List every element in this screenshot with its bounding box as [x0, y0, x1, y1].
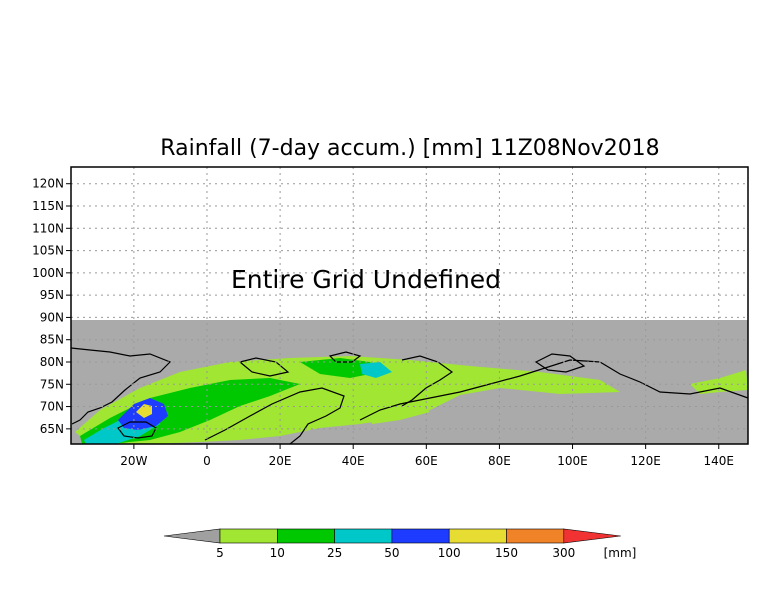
legend-swatch-below-min — [163, 528, 221, 544]
coastlines — [70, 347, 749, 445]
map-plot-area: Entire Grid Undefined — [70, 166, 749, 445]
legend-threshold-label: 5 — [216, 546, 224, 560]
rain-area-green-2 — [300, 358, 380, 378]
legend-threshold-label: 50 — [384, 546, 399, 560]
franz-josef-coast — [328, 351, 362, 363]
legend-threshold-label: 100 — [438, 546, 461, 560]
legend-swatch — [334, 528, 393, 544]
lon-tick-label: 80E — [488, 454, 511, 468]
rain-area-yellow — [136, 404, 152, 418]
legend-swatch — [448, 528, 507, 544]
lat-tick-label: 100N — [32, 266, 64, 280]
gridlines — [71, 167, 748, 444]
legend-swatch — [506, 528, 565, 544]
lon-tick-label: 140E — [704, 454, 735, 468]
legend-threshold-label: 25 — [327, 546, 342, 560]
lon-tick-label: 60E — [415, 454, 438, 468]
lat-tick-label: 115N — [32, 199, 64, 213]
siberia-coast — [359, 359, 749, 421]
lat-tick-label: 80N — [40, 355, 64, 369]
lon-tick-label: 20W — [120, 454, 147, 468]
legend-swatch-above-max — [563, 528, 621, 544]
rain-area-light-green-mid — [370, 402, 430, 424]
rain-area-light-green-east — [690, 370, 748, 394]
lon-tick-label: 0 — [203, 454, 211, 468]
rain-area-cyan-2 — [360, 362, 392, 378]
legend-unit-label: [mm] — [604, 546, 637, 560]
map-frame — [70, 166, 749, 445]
lon-tick-label: 100E — [557, 454, 588, 468]
legend-swatch — [276, 528, 335, 544]
latitude-labels: 120N 115N 110N 105N 100N 95N 90N 85N 80N 75N 70N 65… — [32, 177, 71, 436]
lon-tick-label: 40E — [342, 454, 365, 468]
lat-tick-label: 75N — [40, 377, 64, 391]
legend-threshold-label: 150 — [495, 546, 518, 560]
legend-swatch — [391, 528, 450, 544]
svalbard-coast — [238, 357, 290, 377]
lon-tick-label: 120E — [630, 454, 661, 468]
lat-tick-label: 65N — [40, 422, 64, 436]
map-title: Rainfall (7-day accum.) [mm] 11Z08Nov201… — [160, 136, 659, 161]
iceland-coast — [117, 421, 157, 439]
lat-tick-label: 70N — [40, 400, 64, 414]
rain-area-light-green — [75, 356, 620, 444]
lat-tick-label: 120N — [32, 177, 64, 191]
lat-tick-label: 110N — [32, 221, 64, 235]
lat-tick-label: 90N — [40, 310, 64, 324]
greenland-coast — [70, 347, 172, 425]
lat-tick-label: 105N — [32, 244, 64, 258]
lat-tick-label: 85N — [40, 333, 64, 347]
lat-tick-label: 95N — [40, 288, 64, 302]
lon-tick-label: 20E — [269, 454, 292, 468]
colorbar-legend: 5 10 25 50 100 150 300 [mm] — [163, 528, 637, 560]
legend-swatch — [219, 528, 278, 544]
undefined-grid-message: Entire Grid Undefined — [231, 265, 501, 294]
legend-threshold-label: 300 — [552, 546, 575, 560]
scandinavia-coast — [204, 387, 345, 445]
novaya-zemlya-coast — [401, 355, 454, 407]
taymyr-coast — [534, 353, 586, 373]
legend-threshold-label: 10 — [270, 546, 285, 560]
longitude-labels: 20W 0 20E 40E 60E 80E 100E 120E 140E — [120, 444, 734, 468]
